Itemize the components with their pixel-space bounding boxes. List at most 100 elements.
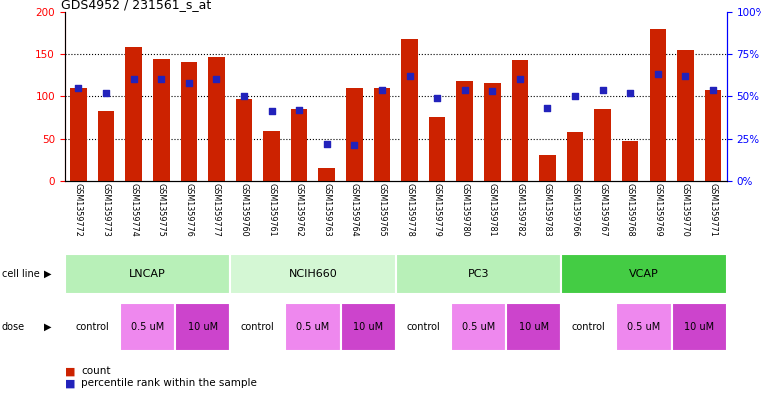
Text: GSM1359780: GSM1359780 xyxy=(460,183,470,237)
Bar xyxy=(153,59,170,181)
Text: PC3: PC3 xyxy=(468,269,489,279)
Bar xyxy=(346,88,362,181)
Bar xyxy=(97,111,114,181)
Text: ■: ■ xyxy=(65,378,75,388)
Text: GSM1359771: GSM1359771 xyxy=(708,183,718,237)
Point xyxy=(128,76,140,83)
Point xyxy=(514,76,526,83)
Bar xyxy=(561,303,616,351)
Text: GSM1359764: GSM1359764 xyxy=(350,183,359,237)
Bar xyxy=(209,57,224,181)
Text: GSM1359776: GSM1359776 xyxy=(184,183,193,237)
Bar xyxy=(236,99,252,181)
Point xyxy=(376,86,388,93)
Text: LNCAP: LNCAP xyxy=(129,269,166,279)
Bar xyxy=(511,60,528,181)
Text: VCAP: VCAP xyxy=(629,269,659,279)
Text: 0.5 uM: 0.5 uM xyxy=(131,322,164,332)
Text: GSM1359765: GSM1359765 xyxy=(377,183,387,237)
Point xyxy=(680,73,692,79)
Bar xyxy=(506,303,561,351)
Bar xyxy=(263,131,280,181)
Bar xyxy=(374,88,390,181)
Text: GSM1359763: GSM1359763 xyxy=(322,183,331,237)
Point xyxy=(266,108,278,115)
Bar xyxy=(429,118,445,181)
Point xyxy=(210,76,222,83)
Point xyxy=(403,73,416,79)
Text: 10 uM: 10 uM xyxy=(684,322,715,332)
Bar xyxy=(401,39,418,181)
Text: GSM1359778: GSM1359778 xyxy=(405,183,414,237)
Text: GSM1359772: GSM1359772 xyxy=(74,183,83,237)
Text: GSM1359773: GSM1359773 xyxy=(101,183,110,237)
Bar xyxy=(594,109,611,181)
Bar xyxy=(180,62,197,181)
Bar xyxy=(567,132,584,181)
Bar xyxy=(230,254,396,294)
Text: GSM1359782: GSM1359782 xyxy=(515,183,524,237)
Text: GSM1359760: GSM1359760 xyxy=(240,183,249,237)
Bar xyxy=(705,90,721,181)
Point xyxy=(293,107,305,113)
Text: dose: dose xyxy=(2,322,24,332)
Bar xyxy=(341,303,396,351)
Point xyxy=(459,86,471,93)
Bar xyxy=(318,168,335,181)
Bar xyxy=(396,303,451,351)
Bar xyxy=(649,29,666,181)
Bar xyxy=(622,141,638,181)
Bar xyxy=(70,88,87,181)
Text: 10 uM: 10 uM xyxy=(518,322,549,332)
Point xyxy=(486,88,498,94)
Text: cell line: cell line xyxy=(2,269,40,279)
Point xyxy=(431,95,443,101)
Text: GSM1359762: GSM1359762 xyxy=(295,183,304,237)
Point xyxy=(569,93,581,99)
Point xyxy=(100,90,112,96)
Bar xyxy=(120,303,175,351)
Point xyxy=(320,140,333,147)
Point xyxy=(651,71,664,77)
Text: GSM1359781: GSM1359781 xyxy=(488,183,497,237)
Point xyxy=(72,84,84,91)
Bar xyxy=(484,83,501,181)
Text: GSM1359777: GSM1359777 xyxy=(212,183,221,237)
Text: NCIH660: NCIH660 xyxy=(288,269,337,279)
Text: GSM1359774: GSM1359774 xyxy=(129,183,139,237)
Text: GSM1359783: GSM1359783 xyxy=(543,183,552,237)
Text: control: control xyxy=(241,322,275,332)
Bar xyxy=(616,303,671,351)
Text: GSM1359761: GSM1359761 xyxy=(267,183,276,237)
Text: count: count xyxy=(81,366,111,376)
Bar xyxy=(285,303,341,351)
Point xyxy=(541,105,553,111)
Bar xyxy=(677,50,694,181)
Bar xyxy=(175,303,230,351)
Point xyxy=(707,86,719,93)
Bar xyxy=(396,254,561,294)
Bar xyxy=(457,81,473,181)
Bar xyxy=(65,254,230,294)
Text: GSM1359770: GSM1359770 xyxy=(681,183,690,237)
Text: GSM1359767: GSM1359767 xyxy=(598,183,607,237)
Text: control: control xyxy=(75,322,109,332)
Text: ▶: ▶ xyxy=(44,269,52,279)
Text: GSM1359766: GSM1359766 xyxy=(571,183,580,237)
Text: 0.5 uM: 0.5 uM xyxy=(296,322,330,332)
Point xyxy=(238,93,250,99)
Text: GDS4952 / 231561_s_at: GDS4952 / 231561_s_at xyxy=(62,0,212,11)
Bar xyxy=(291,109,307,181)
Text: control: control xyxy=(572,322,606,332)
Point xyxy=(624,90,636,96)
Text: control: control xyxy=(406,322,440,332)
Bar xyxy=(126,47,142,181)
Point xyxy=(183,80,195,86)
Text: ■: ■ xyxy=(65,366,75,376)
Bar xyxy=(230,303,285,351)
Text: GSM1359769: GSM1359769 xyxy=(653,183,662,237)
Point xyxy=(155,76,167,83)
Point xyxy=(597,86,609,93)
Bar xyxy=(65,303,119,351)
Text: ▶: ▶ xyxy=(44,322,52,332)
